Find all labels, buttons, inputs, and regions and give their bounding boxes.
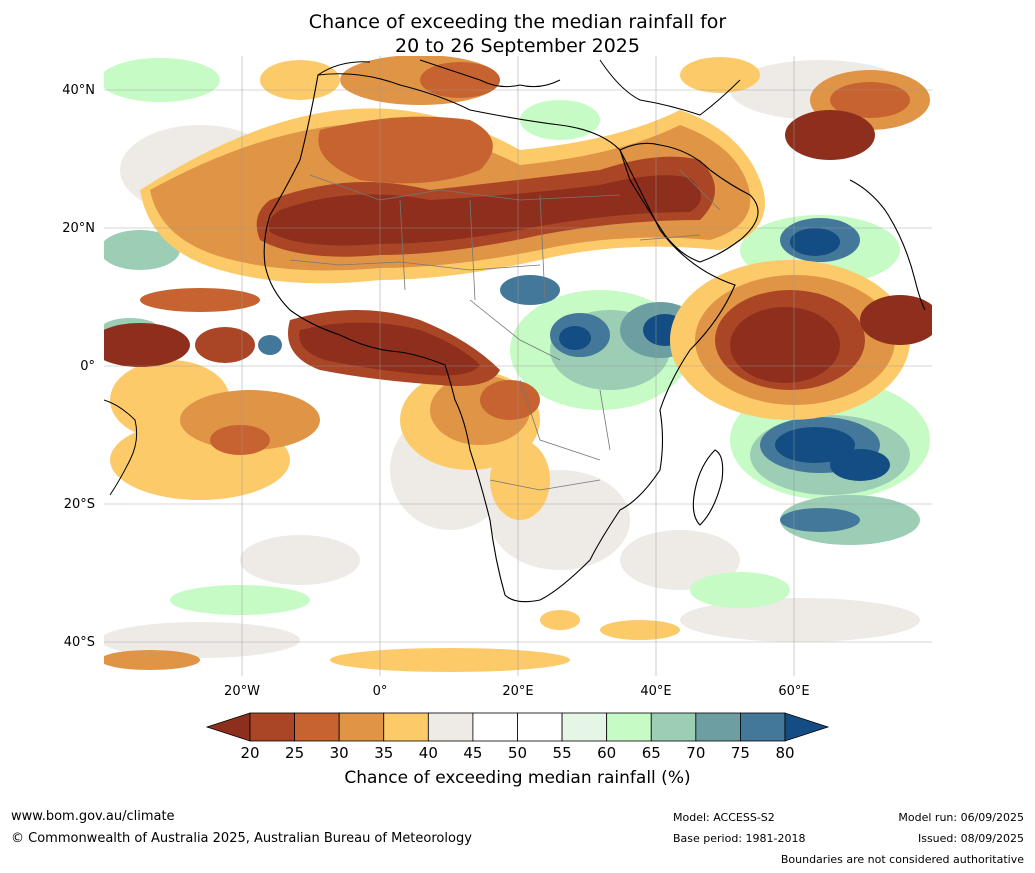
lon-label-0: 0°: [372, 684, 388, 699]
lat-label-20n: 20°N: [62, 221, 95, 236]
colorbar-tick-label: 65: [641, 744, 661, 762]
colorbar-tick-label: 35: [374, 744, 394, 762]
dark-red-zones: [104, 62, 932, 455]
model-run-text: Model run: 06/09/2025: [898, 811, 1024, 824]
africa-coastline: [263, 73, 736, 603]
lat-label-0: 0°: [80, 359, 95, 374]
south-america-coastline: [104, 399, 138, 496]
map-title: Chance of exceeding the median rainfall …: [0, 10, 1035, 58]
colorbar-tick-label: 80: [775, 744, 795, 762]
colorbar-tick-label: 70: [686, 744, 706, 762]
graticule: [104, 56, 932, 676]
title-line-1: Chance of exceeding the median rainfall …: [308, 11, 727, 33]
colorbar-tick-label: 25: [285, 744, 305, 762]
lon-label-20e: 20°E: [502, 684, 534, 699]
colorbar-tick-label: 60: [597, 744, 617, 762]
lat-label-40s: 40°S: [63, 635, 95, 650]
lat-label-20s: 20°S: [63, 497, 95, 512]
colorbar-label: Chance of exceeding median rainfall (%): [344, 768, 691, 788]
country-borders: [289, 169, 721, 491]
lat-label-40n: 40°N: [62, 83, 95, 98]
madagascar: [692, 449, 724, 526]
lon-label-60e: 60°E: [778, 684, 810, 699]
title-line-2: 20 to 26 September 2025: [395, 35, 640, 57]
blue-zones: [258, 218, 890, 532]
model-text: Model: ACCESS-S2: [673, 811, 775, 824]
map-canvas: [104, 56, 932, 676]
disclaimer-text: Boundaries are not considered authoritat…: [780, 853, 1024, 866]
colorbar-tick-label: 30: [329, 744, 349, 762]
colorbar-tick-label: 45: [463, 744, 483, 762]
colorbar-tick-label: 20: [240, 744, 260, 762]
issued-text: Issued: 08/09/2025: [917, 832, 1024, 845]
india-coastline: [849, 179, 926, 311]
base-period-text: Base period: 1981-2018: [673, 832, 806, 845]
colorbar-tick-label: 50: [507, 744, 528, 762]
arabia-coastline: [619, 142, 759, 263]
europe-coastline: [317, 59, 741, 116]
lon-label-20w: 20°W: [224, 684, 260, 699]
lon-label-40e: 40°E: [640, 684, 672, 699]
colorbar-tick-label: 40: [418, 744, 438, 762]
copyright-text: © Commonwealth of Australia 2025, Austra…: [11, 831, 472, 846]
colorbar-tick-label: 55: [552, 744, 572, 762]
website-text: www.bom.gov.au/climate: [11, 809, 175, 824]
colorbar-tick-label: 75: [730, 744, 750, 762]
